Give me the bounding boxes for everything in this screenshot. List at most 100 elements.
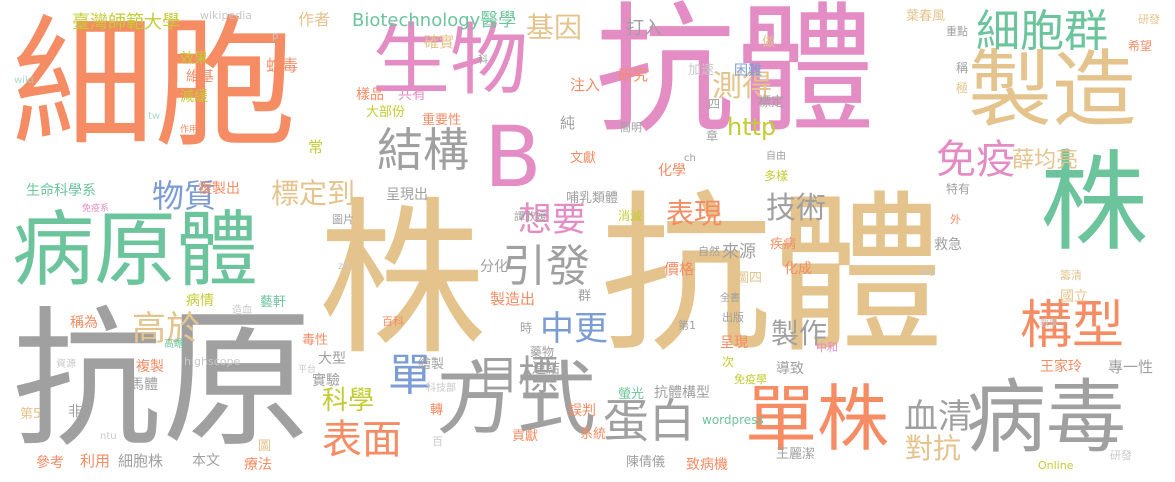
cloud-word: 全書 [720, 293, 740, 304]
cloud-word: wiki [14, 75, 34, 86]
cloud-word: 研發 [1138, 13, 1160, 26]
cloud-word: 研發 [1110, 449, 1132, 462]
cloud-word: 打入 [626, 18, 662, 39]
cloud-word: 哺乳類體 [566, 191, 619, 206]
cloud-word: 第1 [678, 319, 696, 332]
cloud-word: 抗原 [12, 294, 313, 468]
cloud-word: 標定 [758, 95, 785, 110]
cloud-word: 困難 [734, 63, 762, 79]
cloud-word: 想要 [518, 200, 586, 240]
cloud-word: 抗體 [600, 175, 944, 376]
cloud-word: 籌清 [1060, 269, 1082, 282]
cloud-word: 呈現 [720, 335, 748, 351]
cloud-word: 多樣 [764, 169, 789, 183]
cloud-word: 王麗潔 [776, 447, 816, 462]
cloud-word: 譚欣媛 [514, 210, 547, 223]
cloud-word: 科 [478, 55, 488, 66]
cloud-word: 消滅 [618, 209, 643, 223]
cloud-word: 作者 [298, 10, 331, 29]
cloud-word: 馬體 [130, 377, 158, 393]
cloud-word: 對抗 [905, 432, 962, 465]
cloud-word: 毒性 [302, 333, 329, 348]
cloud-word: 細胞株 [118, 452, 164, 470]
cloud-word: 來源 [722, 242, 756, 262]
cloud-word: 重要性 [422, 113, 462, 128]
cloud-word: 時 [520, 321, 533, 335]
cloud-word: 圖 [258, 439, 272, 454]
cloud-word: 簡明 [620, 121, 642, 134]
cloud-word: 中和 [816, 341, 838, 354]
cloud-word: 高於 [132, 309, 200, 349]
cloud-word: 表面 [322, 417, 402, 463]
cloud-word: 效果 [180, 51, 208, 67]
cloud-word: 複製 [136, 359, 164, 375]
cloud-word: 次 [722, 355, 735, 369]
cloud-word: 標定到 [271, 177, 356, 210]
cloud-word: Biotechnology醫學 [352, 10, 517, 31]
cloud-word: 圖四 [736, 271, 763, 286]
cloud-word: 製作 [771, 317, 828, 350]
cloud-word: 生命科學系 [26, 183, 96, 199]
cloud-word: 方式 [436, 353, 596, 446]
cloud-word: 螢光 [618, 387, 645, 402]
cloud-word: 葉春風 [906, 9, 946, 24]
cloud-word: 引發 [502, 241, 590, 292]
cloud-word: 製造出 [490, 290, 536, 308]
cloud-word: 外 [950, 213, 961, 226]
cloud-word: ch [684, 153, 696, 164]
cloud-word: 致病機 [686, 457, 728, 473]
cloud-word: 研究 [618, 66, 649, 84]
cloud-word: ntu [100, 431, 117, 442]
cloud-word: 價格 [664, 260, 695, 278]
cloud-word: 常 [308, 138, 324, 156]
cloud-word: 專一性 [1108, 358, 1154, 376]
cloud-word: 病情 [186, 293, 214, 309]
cloud-word: 株 [1040, 141, 1149, 266]
cloud-word: 確實 [424, 33, 455, 51]
cloud-word: 單株 [745, 377, 890, 461]
cloud-word: 表現 [666, 197, 723, 230]
cloud-word: 細胞群 [976, 6, 1108, 57]
cloud-word: 物質 [152, 177, 217, 215]
cloud-word: 陳倩儀 [626, 455, 666, 470]
cloud-word: 抗體 [595, 0, 876, 153]
cloud-word: 製造 [968, 41, 1137, 139]
cloud-word: 高瞻 [164, 339, 184, 350]
cloud-word: 本文 [192, 453, 220, 469]
cloud-word: B [484, 108, 542, 206]
cloud-word: 單 [388, 350, 432, 401]
cloud-word: 希望 [1128, 39, 1153, 53]
cloud-word: 自然 [698, 245, 720, 258]
cloud-word: 化成 [784, 261, 812, 277]
cloud-word: 純 [560, 114, 576, 132]
cloud-word: 造血 [232, 305, 252, 316]
cloud-word: 實驗 [312, 373, 340, 389]
cloud-word: 第5 [20, 407, 42, 422]
cloud-word: 中更 [540, 309, 608, 349]
cloud-word: 教學 [1040, 319, 1059, 329]
cloud-word: 稱為 [70, 315, 98, 331]
cloud-word: 細胞 [12, 2, 296, 167]
cloud-word: 科學 [322, 386, 375, 416]
cloud-word: 出版 [722, 311, 744, 324]
cloud-word: 百科 [382, 315, 404, 328]
cloud-word: zh [338, 261, 350, 272]
cloud-word: 科技部 [426, 383, 456, 394]
cloud-word: 蛇毒 [266, 56, 299, 75]
cloud-word: 複製出 [198, 181, 240, 197]
cloud-word: 免疫系 [82, 204, 110, 214]
cloud-word: 貢獻 [512, 429, 539, 444]
cloud-word: 大型 [318, 351, 346, 367]
cloud-word: 文獻 [570, 151, 597, 166]
cloud-word: 注入 [570, 76, 601, 94]
cloud-word: 系統 [580, 427, 607, 442]
cloud-word: 導致 [776, 361, 804, 377]
cloud-word: 抗體構型 [654, 385, 710, 401]
cloud-word: 百 [432, 435, 443, 448]
cloud-word: 維基 [186, 69, 214, 85]
cloud-word: 圖片 [332, 213, 354, 226]
cloud-word: 療法 [244, 457, 272, 473]
cloud-word: 繪製 [418, 357, 445, 372]
cloud-word: 連結 [532, 361, 560, 377]
